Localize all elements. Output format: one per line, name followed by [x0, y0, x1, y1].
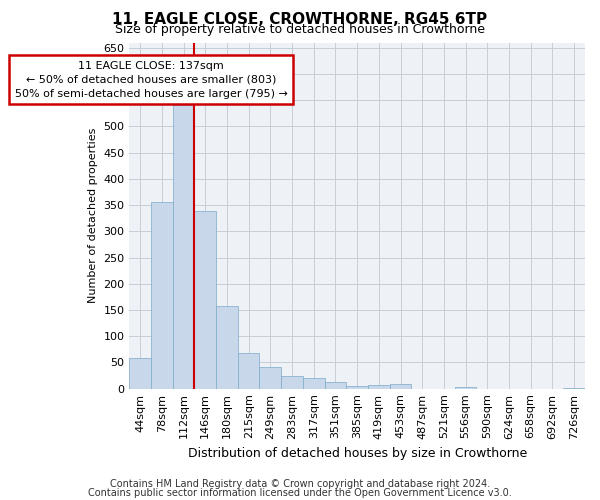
Bar — [325, 382, 346, 388]
Text: 11 EAGLE CLOSE: 137sqm
← 50% of detached houses are smaller (803)
50% of semi-de: 11 EAGLE CLOSE: 137sqm ← 50% of detached… — [14, 61, 287, 99]
Bar — [281, 376, 303, 388]
Bar — [151, 202, 173, 388]
Bar — [238, 353, 259, 388]
Bar — [194, 212, 216, 388]
Text: 11, EAGLE CLOSE, CROWTHORNE, RG45 6TP: 11, EAGLE CLOSE, CROWTHORNE, RG45 6TP — [112, 12, 488, 28]
Bar — [346, 386, 368, 388]
Bar — [216, 306, 238, 388]
Text: Contains HM Land Registry data © Crown copyright and database right 2024.: Contains HM Land Registry data © Crown c… — [110, 479, 490, 489]
Bar — [389, 384, 412, 388]
Bar — [303, 378, 325, 388]
Bar — [173, 106, 194, 389]
Text: Size of property relative to detached houses in Crowthorne: Size of property relative to detached ho… — [115, 22, 485, 36]
Y-axis label: Number of detached properties: Number of detached properties — [88, 128, 98, 304]
Bar — [368, 385, 389, 388]
X-axis label: Distribution of detached houses by size in Crowthorne: Distribution of detached houses by size … — [188, 447, 527, 460]
Text: Contains public sector information licensed under the Open Government Licence v3: Contains public sector information licen… — [88, 488, 512, 498]
Bar — [129, 358, 151, 388]
Bar — [455, 386, 476, 388]
Bar — [259, 366, 281, 388]
